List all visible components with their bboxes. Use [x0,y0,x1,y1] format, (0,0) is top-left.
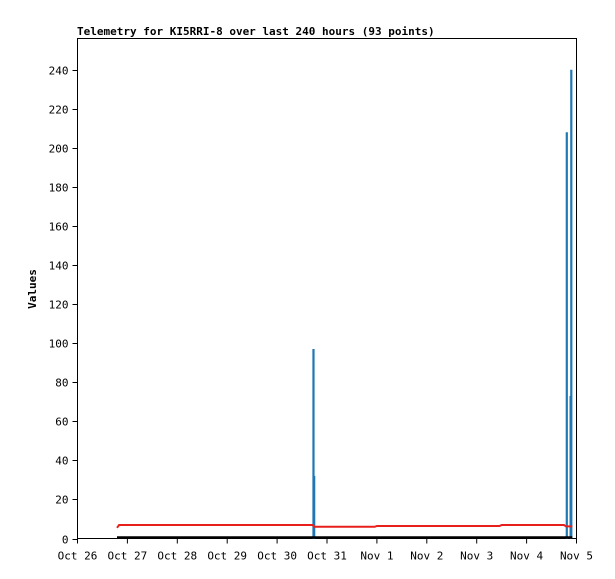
y-tick-label: 100 [49,338,69,351]
x-tick-label: Nov 4 [510,550,543,563]
y-tick-label: 80 [55,377,68,390]
x-tick-label: Oct 31 [307,550,347,563]
y-tick-label: 220 [49,104,69,117]
x-tick-label: Oct 30 [257,550,297,563]
y-tick-label: 120 [49,299,69,312]
x-tick-label: Oct 26 [58,550,98,563]
y-tick-label: 200 [49,143,69,156]
y-axis-label: Values [26,269,39,309]
y-tick-label: 0 [62,534,69,547]
y-tick-label: 60 [55,416,68,429]
y-tick-label: 140 [49,260,69,273]
x-tick-label: Nov 5 [560,550,593,563]
x-tick-label: Nov 1 [360,550,393,563]
y-tick-label: 40 [55,455,68,468]
x-tick-label: Oct 27 [108,550,148,563]
y-axis: 0 20 40 60 80 100 120 140 160 180 200 220 240 [49,65,78,547]
x-axis: Oct 26 Oct 27 Oct 28 Oct 29 Oct 30 Oct 31 Nov … [58,538,593,563]
chart-title: Telemetry for KI5RRI-8 over last 240 hou… [77,25,435,38]
x-tick-label: Oct 28 [157,550,197,563]
y-tick-label: 180 [49,182,69,195]
x-tick-label: Oct 29 [207,550,247,563]
y-tick-label: 240 [49,65,69,78]
y-tick-label: 160 [49,221,69,234]
x-tick-label: Nov 3 [460,550,493,563]
x-tick-label: Nov 2 [410,550,443,563]
y-tick-label: 20 [55,494,68,507]
plot-area-frame [77,38,577,539]
series-layer [116,69,573,539]
series-1-line [116,524,573,529]
